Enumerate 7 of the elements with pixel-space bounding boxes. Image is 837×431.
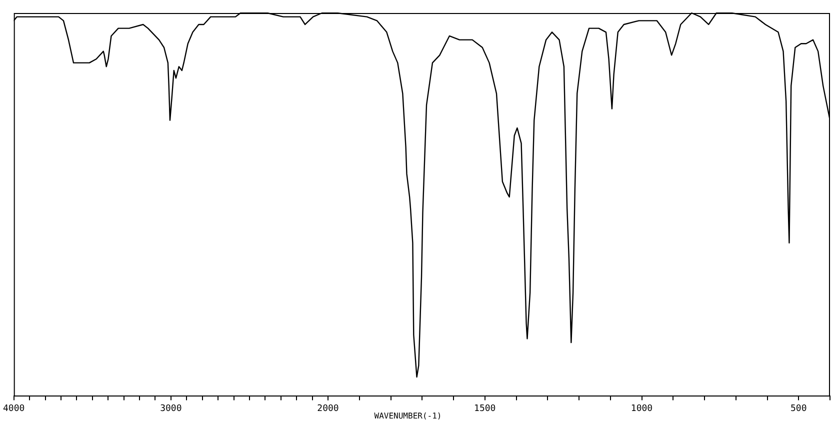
x-tick-label: 500 [790,404,807,414]
x-axis-title: WAVENUMBER(-1) [374,411,442,420]
x-tick-label: 3000 [160,404,182,414]
x-tick-label: 1000 [630,404,653,414]
x-tick-label: 1500 [474,404,496,414]
x-tick-label: 2000 [317,404,339,414]
x-tick-label: 4000 [2,404,25,414]
